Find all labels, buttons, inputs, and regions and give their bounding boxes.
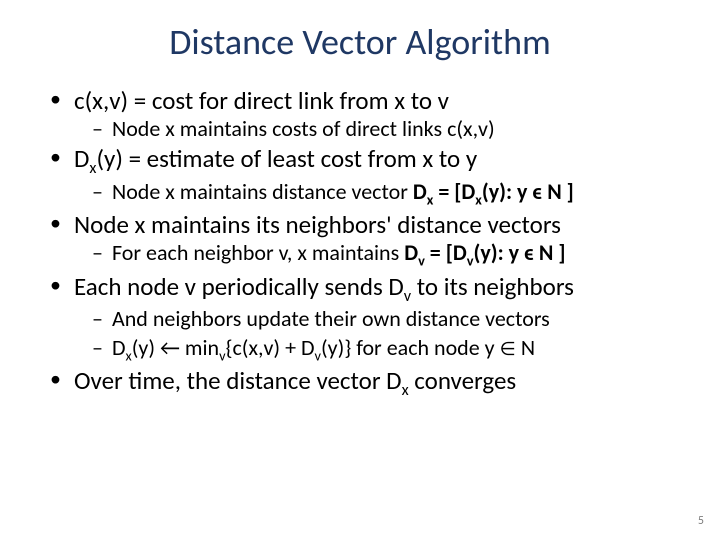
b2s1-dxsub2: x <box>475 190 482 208</box>
bullet-5: Over time, the distance vector Dx conver… <box>50 366 690 401</box>
bullet-2: Dx (y) = estimate of least cost from x to… <box>50 144 690 208</box>
b1s1-eq: c(x,v) <box>447 115 495 142</box>
bullet-1: c(x,v) = cost for direct link from x to … <box>50 86 690 142</box>
bullet-1-sub-1: Node x maintains costs of direct links c… <box>92 116 690 142</box>
sub-list-2: Node x maintains distance vector Dx = [D… <box>74 179 690 209</box>
bullet-4-sub-2: Dx(y) ← minv{c(x,v) + Dv(y)} for each no… <box>92 335 690 365</box>
page-number: 5 <box>698 514 704 528</box>
b4s2-post: (y)} for each node y <box>321 334 500 361</box>
slide-title: Distance Vector Algorithm <box>30 20 690 64</box>
sub-list-1: Node x maintains costs of direct links c… <box>74 116 690 142</box>
bullet-4: Each node v periodically sends Dv to its… <box>50 272 690 364</box>
b2-pre: D <box>74 143 89 174</box>
b5-sub: x <box>402 381 409 400</box>
b3-text: Node x maintains its neighbors' distance… <box>74 209 561 240</box>
b2s1-dx: D <box>413 178 427 205</box>
bullet-3-sub-1: For each neighbor v, x maintains Dv = [D… <box>92 240 690 270</box>
b3s1-dv: D <box>404 239 418 266</box>
b1s1-pre: Node x maintains costs of direct links <box>112 115 447 142</box>
b4s1: And neighbors update their own distance … <box>112 305 550 332</box>
b2s1-pre: Node x maintains distance vector <box>112 178 413 205</box>
bullet-1-text: c(x,v) = cost for direct link from x to … <box>74 85 449 116</box>
b4s2-mid1: (y) ← min <box>132 334 219 361</box>
slide-container: Distance Vector Algorithm c(x,v) = cost … <box>0 0 720 423</box>
sub-list-3: For each neighbor v, x maintains Dv = [D… <box>74 240 690 270</box>
bullet-4-sub-1: And neighbors update their own distance … <box>92 306 690 332</box>
b3s1-dvsub: v <box>418 252 425 270</box>
bullet-2-sub-1: Node x maintains distance vector Dx = [D… <box>92 179 690 209</box>
b5-post: converges <box>409 365 517 396</box>
bullet-list: c(x,v) = cost for direct link from x to … <box>30 86 690 401</box>
b2s1-mid: = [D <box>433 178 475 205</box>
bullet-3: Node x maintains its neighbors' distance… <box>50 210 690 270</box>
b3s1-post: (y): y ϵ N ] <box>474 239 566 266</box>
b3s1-dvsub2: v <box>467 252 474 270</box>
b3s1-pre: For each neighbor v, x maintains <box>112 239 404 266</box>
b4s2-in: ∈ <box>500 338 516 361</box>
b4-post: to its neighbors <box>411 271 574 302</box>
b3s1-mid: = [D <box>425 239 467 266</box>
sub-list-4: And neighbors update their own distance … <box>74 306 690 364</box>
b4s2-n: N <box>516 334 535 361</box>
b4-pre: Each node v periodically sends D <box>74 271 404 302</box>
b4s2-pre: D <box>112 334 126 361</box>
b5-pre: Over time, the distance vector D <box>74 365 402 396</box>
b4s2-mid2: {c(x,v) + D <box>226 334 315 361</box>
b2s1-post: (y): y ϵ N ] <box>482 178 574 205</box>
b2-post: (y) = estimate of least cost from x to y <box>96 143 477 174</box>
